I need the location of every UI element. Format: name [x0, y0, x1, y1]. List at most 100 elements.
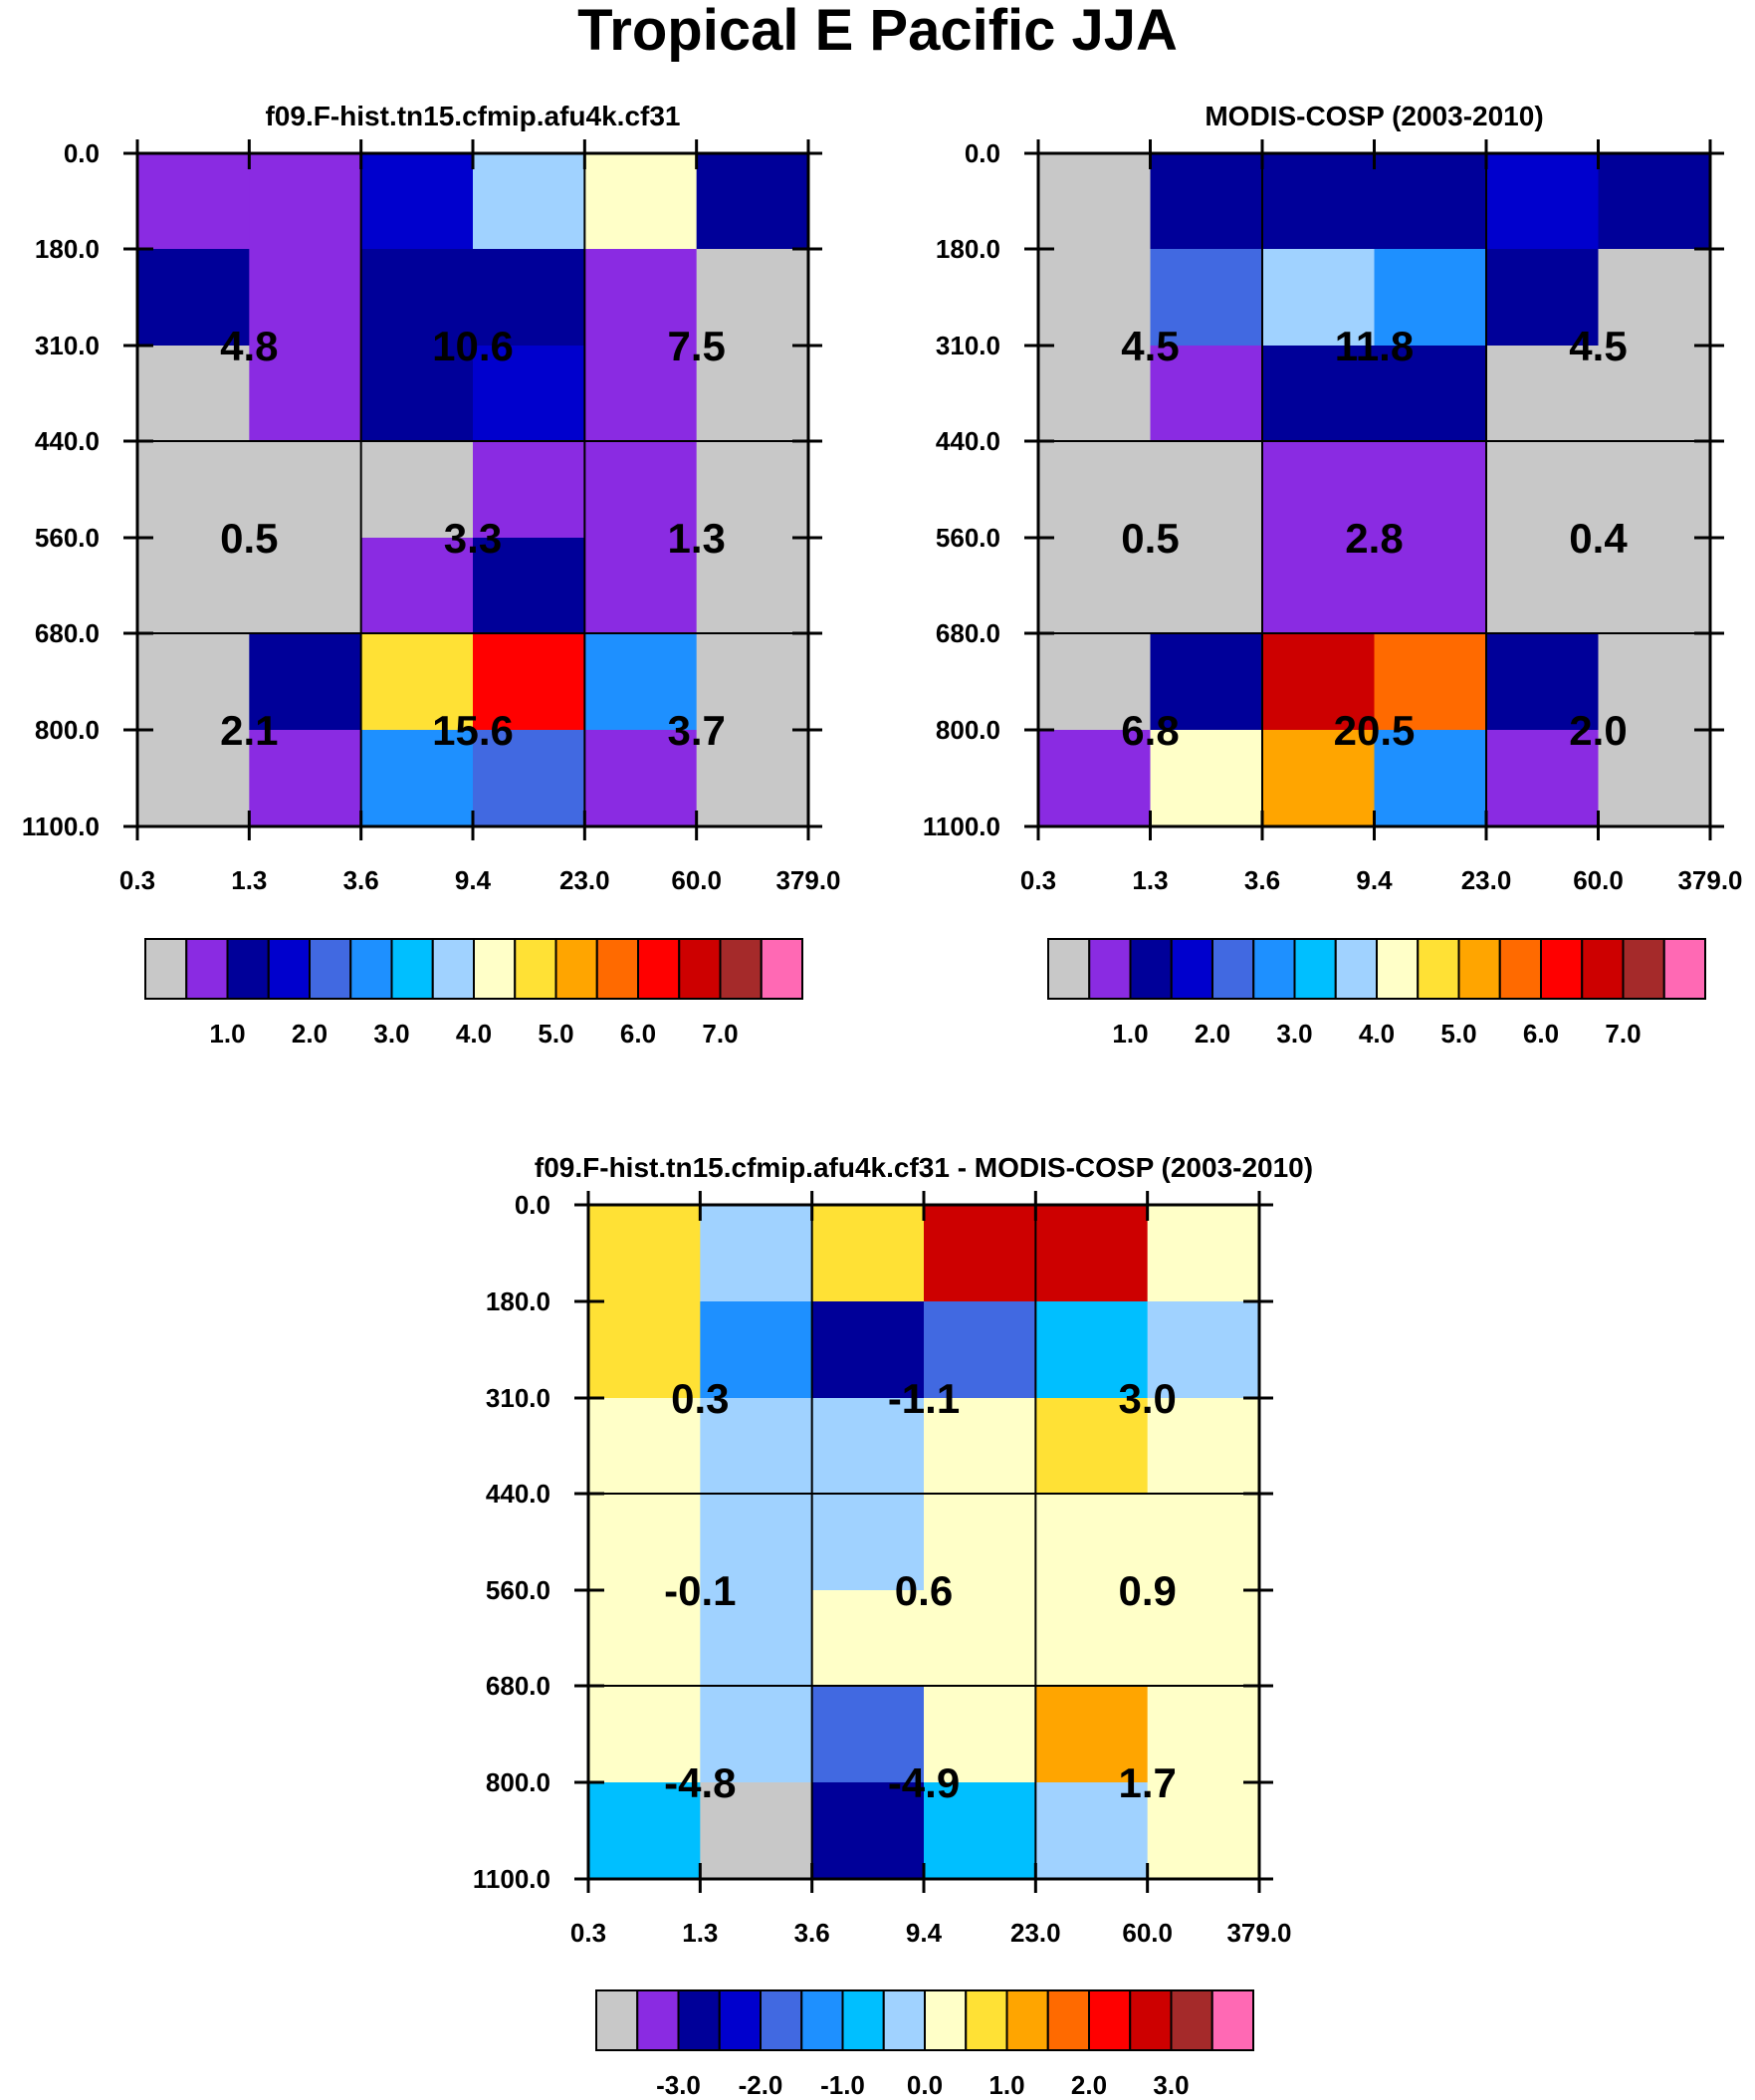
colorbar-box [390, 938, 434, 1000]
heatmap-cell [1147, 1494, 1260, 1591]
y-tick-label: 180.0 [936, 234, 1000, 264]
heatmap-cell [249, 633, 362, 731]
colorbar-box [431, 938, 475, 1000]
block-value-label: 3.0 [1118, 1375, 1176, 1422]
y-tick-label: 0.0 [64, 138, 100, 168]
heatmap-cell [1038, 633, 1152, 731]
heatmap-cell [360, 538, 474, 634]
heatmap-cell [1147, 1782, 1260, 1880]
panel-title: f09.F-hist.tn15.cfmip.afu4k.cf31 [265, 101, 680, 131]
heatmap-cell [588, 1782, 701, 1880]
heatmap-cell [137, 730, 250, 827]
heatmap-cell [1598, 153, 1711, 250]
y-tick-label: 800.0 [35, 715, 100, 745]
colorbar-box [719, 938, 763, 1000]
heatmap-cell [473, 730, 585, 827]
heatmap-cell [1486, 633, 1600, 731]
heatmap-cell [588, 1494, 701, 1591]
colorbar-label: 7.0 [702, 1019, 738, 1049]
heatmap-cell [924, 1686, 1036, 1783]
y-tick-label: 440.0 [35, 426, 100, 456]
heatmap-cell [584, 633, 698, 731]
x-tick-label: 23.0 [559, 865, 610, 895]
colorbar-box [841, 1989, 885, 2051]
y-tick-label: 440.0 [486, 1479, 550, 1509]
heatmap-cell [1598, 249, 1711, 347]
heatmap-cell [584, 441, 698, 539]
heatmap-cell [1038, 730, 1152, 827]
colorbar-box [1334, 938, 1378, 1000]
block-value-label: 0.9 [1118, 1567, 1176, 1614]
y-tick-label: 1100.0 [923, 812, 1000, 841]
heatmap-cell [700, 1205, 813, 1302]
colorbar-box [1498, 938, 1542, 1000]
heatmap-cell [924, 1205, 1036, 1302]
colorbar-label: 4.0 [1359, 1019, 1395, 1049]
heatmap-cell [1486, 153, 1600, 250]
x-tick-label: 60.0 [1122, 1918, 1173, 1948]
heatmap-cell [1150, 633, 1263, 731]
colorbar-label: 2.0 [1195, 1019, 1230, 1049]
heatmap-cell [473, 538, 585, 634]
heatmap-cell [1486, 538, 1600, 634]
block-value-label: 4.8 [220, 323, 278, 369]
block-value-label: 7.5 [667, 323, 725, 369]
heatmap-cell [584, 249, 698, 347]
heatmap-cell [811, 1301, 925, 1399]
colorbar-label: 6.0 [620, 1019, 656, 1049]
heatmap-cell [1035, 1398, 1149, 1495]
heatmap-cell [473, 346, 585, 442]
colorbar-box [473, 938, 517, 1000]
heatmap-cell [924, 1782, 1036, 1880]
y-tick-label: 440.0 [936, 426, 1000, 456]
heatmap-cell [1035, 1590, 1149, 1687]
heatmap-cell [360, 441, 474, 539]
x-tick-label: 1.3 [682, 1918, 718, 1948]
colorbar-box [760, 938, 803, 1000]
heatmap-cell [811, 1205, 925, 1302]
y-tick-label: 310.0 [35, 331, 100, 360]
panel-title: MODIS-COSP (2003-2010) [1205, 101, 1543, 131]
heatmap-cell [1486, 441, 1600, 539]
colorbar-label: -2.0 [739, 2070, 783, 2100]
block-value-label: 1.3 [667, 515, 725, 562]
heatmap-cell [1150, 153, 1263, 250]
x-tick-label: 23.0 [1010, 1918, 1061, 1948]
block-value-label: 4.5 [1569, 323, 1627, 369]
x-tick-label: 379.0 [775, 865, 840, 895]
x-tick-label: 3.6 [794, 1918, 830, 1948]
heatmap-cell [249, 538, 362, 634]
heatmap-cell [1147, 1205, 1260, 1302]
colorbar-box [677, 1989, 721, 2051]
colorbar-box [309, 938, 352, 1000]
colorbar-box [882, 1989, 926, 2051]
y-tick-label: 310.0 [936, 331, 1000, 360]
colorbar-label: -3.0 [656, 2070, 701, 2100]
block-value-label: 0.5 [220, 515, 278, 562]
heatmap-cell [1262, 441, 1376, 539]
x-tick-label: 0.3 [119, 865, 155, 895]
colorbar-box [595, 938, 639, 1000]
colorbar-box [1540, 938, 1584, 1000]
block-value-label: 6.8 [1121, 707, 1179, 754]
heatmap-cell [588, 1590, 701, 1687]
heatmap-cell [1262, 538, 1376, 634]
heatmap-cell [249, 153, 362, 250]
heatmap-cell [584, 538, 698, 634]
heatmap-cell [137, 441, 250, 539]
colorbar-label: 5.0 [538, 1019, 573, 1049]
colorbar-label: 2.0 [292, 1019, 328, 1049]
colorbar-box [1622, 938, 1665, 1000]
heatmap-cell [1038, 249, 1152, 347]
colorbar-box [1662, 938, 1706, 1000]
colorbar-box [595, 1989, 639, 2051]
colorbar-label: 3.0 [1153, 2070, 1189, 2100]
heatmap-cell [249, 346, 362, 442]
heatmap-cell [1035, 1494, 1149, 1591]
colorbar-label: 0.0 [907, 2070, 943, 2100]
heatmap-cell [1262, 153, 1376, 250]
heatmap-cell [924, 1590, 1036, 1687]
block-value-label: 10.6 [432, 323, 514, 369]
colorbar-box [760, 1989, 803, 2051]
